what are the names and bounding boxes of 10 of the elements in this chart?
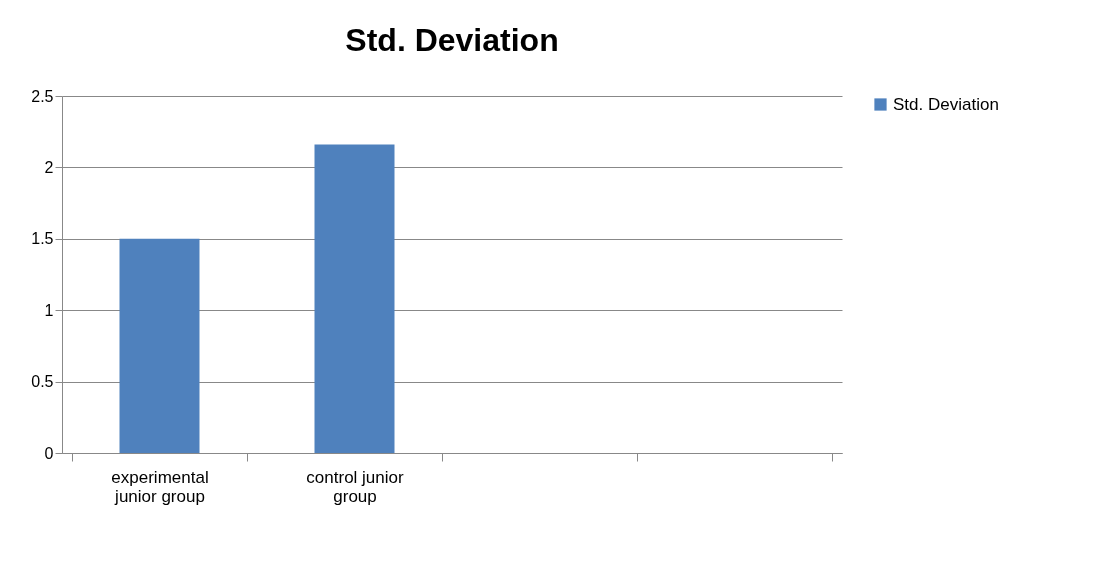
y-tick-label: 2 [44,158,54,176]
chart-title: Std. Deviation [345,22,559,58]
y-tick-label: 0 [44,444,54,462]
y-tick-label: 0.5 [31,373,54,391]
x-tick-label: control junior group [306,467,404,506]
legend-label: Std. Deviation [893,94,999,114]
x-tick-label: experimental junior group [111,467,209,506]
y-tick-label: 1 [44,301,54,319]
y-tick-label: 1.5 [31,230,54,248]
y-tick-label: 2.5 [31,87,54,105]
